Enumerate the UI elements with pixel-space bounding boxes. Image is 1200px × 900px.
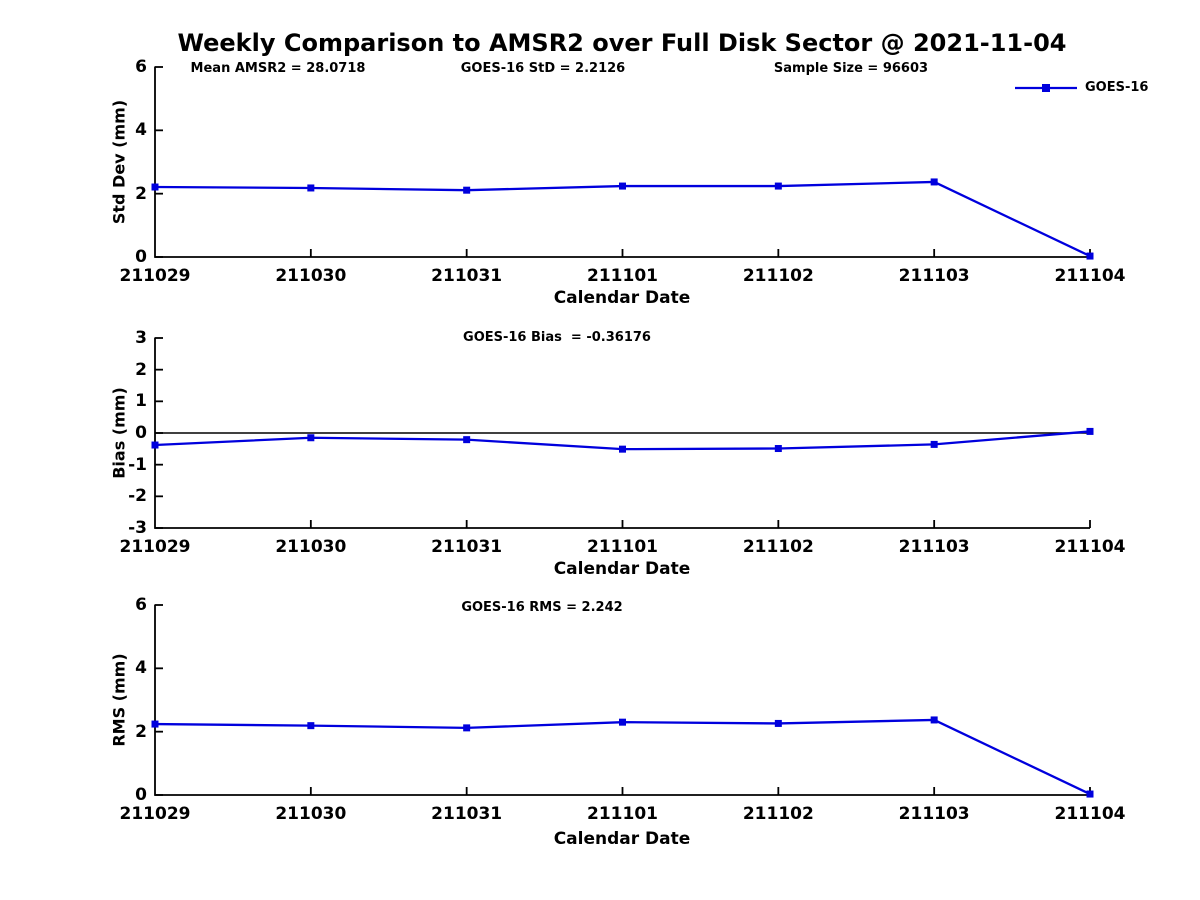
data-point-marker bbox=[151, 720, 159, 728]
annotation-sample-size: Sample Size = 96603 bbox=[773, 61, 929, 76]
x-tick-label: 211030 bbox=[275, 537, 347, 557]
y-tick-label: 4 bbox=[135, 120, 147, 141]
data-point-marker bbox=[463, 724, 471, 732]
data-point-marker bbox=[151, 183, 159, 191]
data-point-marker bbox=[1086, 252, 1094, 260]
y-tick-label: 2 bbox=[135, 183, 147, 204]
legend-line-marker-icon bbox=[1015, 83, 1077, 92]
legend-label: GOES-16 bbox=[1085, 80, 1149, 95]
data-point-marker bbox=[307, 722, 315, 730]
data-point-marker bbox=[930, 440, 938, 448]
data-point-marker bbox=[930, 178, 938, 186]
data-point-marker bbox=[619, 182, 626, 190]
x-tick-label: 211030 bbox=[275, 266, 347, 286]
x-tick-label: 211031 bbox=[431, 266, 503, 286]
x-tick-label: 211029 bbox=[119, 804, 191, 824]
y-tick-label: 1 bbox=[135, 391, 147, 412]
x-tick-label: 211029 bbox=[119, 266, 191, 286]
data-point-marker bbox=[619, 445, 626, 453]
series-line-GOES-16 bbox=[154, 180, 1091, 258]
x-tick-label: 211102 bbox=[742, 537, 814, 557]
data-point-marker bbox=[930, 716, 938, 724]
x-tick-label: 211103 bbox=[898, 537, 970, 557]
y-axis-label-rms: RMS (mm) bbox=[109, 653, 129, 747]
data-point-marker bbox=[151, 441, 159, 449]
figure-title: Weekly Comparison to AMSR2 over Full Dis… bbox=[177, 29, 1067, 57]
data-point-marker bbox=[463, 186, 471, 194]
data-point-marker bbox=[774, 445, 782, 453]
data-point-marker bbox=[619, 718, 626, 726]
x-tick-label: 211104 bbox=[1054, 266, 1126, 286]
x-tick-label: 211103 bbox=[898, 266, 970, 286]
x-tick-label: 211104 bbox=[1054, 537, 1126, 557]
data-point-marker bbox=[307, 434, 315, 442]
data-point-marker bbox=[1086, 790, 1094, 798]
y-tick-label: 3 bbox=[135, 328, 147, 348]
x-tick-label: 211102 bbox=[742, 266, 814, 286]
x-tick-label: 211102 bbox=[742, 804, 814, 824]
x-tick-label: 211031 bbox=[431, 537, 503, 557]
legend: GOES-16 bbox=[1014, 80, 1148, 95]
y-tick-label: 4 bbox=[135, 658, 147, 679]
y-axis-label-bias: Bias (mm) bbox=[109, 387, 129, 479]
x-axis-label-calendar-date: Calendar Date bbox=[553, 829, 691, 849]
annotation-mean-amsr2: Mean AMSR2 = 28.0718 bbox=[190, 61, 366, 76]
annotation-goes16-rms: GOES-16 RMS = 2.242 bbox=[461, 600, 623, 615]
y-tick-label: -2 bbox=[128, 486, 147, 507]
annotation-goes16-std: GOES-16 StD = 2.2126 bbox=[460, 61, 626, 76]
series-line-GOES-16 bbox=[154, 718, 1091, 796]
x-tick-label: 211103 bbox=[898, 804, 970, 824]
y-axis-label-std-dev: Std Dev (mm) bbox=[109, 99, 129, 225]
x-tick-label: 211031 bbox=[431, 804, 503, 824]
data-point-marker bbox=[1086, 427, 1094, 435]
y-tick-label: 0 bbox=[135, 247, 147, 267]
x-tick-label: 211029 bbox=[119, 537, 191, 557]
y-tick-label: 0 bbox=[135, 785, 147, 805]
y-tick-label: 2 bbox=[135, 721, 147, 742]
annotation-goes16-bias: GOES-16 Bias = -0.36176 bbox=[463, 330, 651, 345]
y-tick-label: 6 bbox=[135, 595, 147, 615]
x-tick-label: 211104 bbox=[1054, 804, 1126, 824]
data-point-marker bbox=[774, 182, 782, 190]
data-point-marker bbox=[307, 184, 315, 192]
y-tick-label: -3 bbox=[128, 518, 147, 538]
x-tick-label: 211101 bbox=[587, 537, 658, 557]
x-axis-label-calendar-date: Calendar Date bbox=[553, 288, 691, 308]
y-tick-label: 0 bbox=[135, 423, 147, 443]
x-tick-label: 211030 bbox=[275, 804, 347, 824]
x-tick-label: 211101 bbox=[587, 804, 658, 824]
y-tick-label: 2 bbox=[135, 359, 147, 380]
x-axis-label-calendar-date: Calendar Date bbox=[553, 559, 691, 579]
data-point-marker bbox=[463, 436, 471, 444]
data-point-marker bbox=[774, 719, 782, 727]
series-line-GOES-16 bbox=[154, 430, 1091, 451]
y-tick-label: 6 bbox=[135, 57, 147, 77]
y-tick-label: -1 bbox=[128, 454, 147, 475]
x-tick-label: 211101 bbox=[587, 266, 658, 286]
